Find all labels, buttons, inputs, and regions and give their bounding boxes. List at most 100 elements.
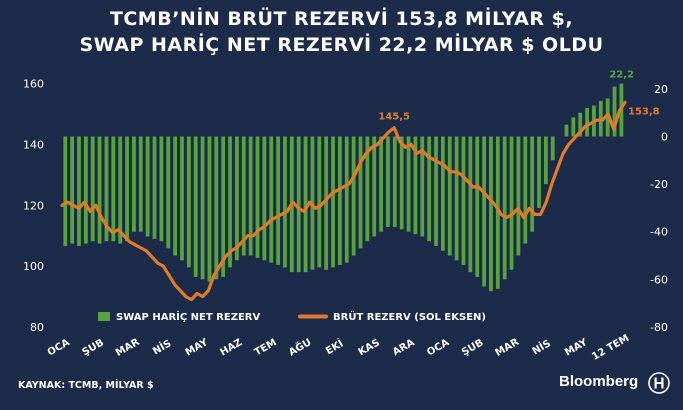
net-reserve-bar <box>454 136 459 261</box>
net-reserve-bar <box>207 136 212 282</box>
peak-gross-reserve-label: 145,5 <box>378 112 410 123</box>
net-reserve-bar <box>482 136 486 287</box>
net-reserve-bar <box>186 136 191 268</box>
right-axis-tick-label: -60 <box>650 273 668 286</box>
net-reserve-bar <box>97 136 102 244</box>
net-reserve-bar <box>303 136 308 273</box>
x-axis-tick-label: KAS <box>357 337 382 358</box>
net-reserve-bar <box>365 136 370 242</box>
net-reserve-bar <box>152 136 157 239</box>
right-axis-tick-label: -20 <box>650 178 668 191</box>
net-reserve-bar <box>344 136 349 263</box>
x-axis-tick-label: 12 TEM <box>590 333 631 363</box>
net-reserve-bar <box>475 136 480 277</box>
x-axis-tick-label: HAZ <box>218 337 244 358</box>
net-reserve-bar <box>118 136 123 244</box>
net-reserve-bar <box>543 136 548 185</box>
x-axis-tick-label: MAR <box>114 337 142 359</box>
net-reserve-bar <box>166 136 171 249</box>
left-axis-tick-label: 160 <box>23 78 44 91</box>
net-reserve-bar <box>262 136 267 261</box>
net-reserve-bar <box>269 136 274 263</box>
net-reserve-bar <box>145 136 150 237</box>
bloomberg-ht-icon <box>648 372 670 394</box>
net-reserve-bar <box>173 136 178 256</box>
legend-label-gross-reserve: BRÜT REZERV (SOL EKSEN) <box>333 309 486 323</box>
x-axis-tick-label: NİS <box>150 336 174 358</box>
x-axis-tick-label: OCA <box>425 337 451 358</box>
net-reserve-bar <box>427 136 432 242</box>
last-net-reserve-label: 22,2 <box>609 70 634 81</box>
net-reserve-bar <box>523 136 528 244</box>
net-reserve-bar <box>235 136 239 261</box>
net-reserve-bar <box>331 136 335 268</box>
x-axis-tick-label: ARA <box>391 337 417 358</box>
net-reserve-bar <box>509 136 514 270</box>
x-axis-tick-label: MAR <box>494 337 522 359</box>
net-reserve-bar <box>180 136 184 261</box>
x-axis-tick-label: AĞU <box>286 335 313 358</box>
net-reserve-bar <box>159 136 164 242</box>
net-reserve-bar <box>413 136 418 235</box>
net-reserve-bar <box>386 136 390 227</box>
net-reserve-bar <box>571 117 576 137</box>
net-reserve-bar <box>420 136 425 237</box>
net-reserve-bar <box>241 136 246 256</box>
net-reserve-bar <box>200 136 205 280</box>
net-reserve-bar <box>255 136 260 258</box>
net-reserve-bar <box>111 136 116 242</box>
x-axis-tick-label: TEM <box>253 337 279 358</box>
net-reserve-bar <box>461 136 466 266</box>
last-gross-reserve-label: 153,8 <box>628 106 660 117</box>
right-axis-tick-label: 20 <box>654 83 668 96</box>
net-reserve-bar <box>193 136 198 277</box>
source-note: KAYNAK: TCMB, MİLYAR $ <box>18 380 154 391</box>
net-reserve-bar <box>468 136 473 273</box>
net-reserve-bar <box>399 136 404 230</box>
net-reserve-bar <box>550 136 555 161</box>
x-axis-tick-label: NİS <box>529 336 553 358</box>
net-reserve-bar <box>77 136 81 246</box>
gross-reserve-line <box>60 100 627 302</box>
net-reserve-bar <box>125 136 129 242</box>
left-axis-tick-label: 140 <box>23 138 44 151</box>
right-axis-tick-label: -40 <box>650 226 668 239</box>
net-reserve-bar <box>564 124 569 137</box>
net-reserve-bar <box>296 136 301 273</box>
left-axis-tick-label: 80 <box>30 321 44 334</box>
net-reserve-bar <box>502 136 507 280</box>
net-reserve-bar <box>530 136 535 232</box>
x-axis-tick-label: MAY <box>563 337 590 359</box>
x-axis-tick-label: MAY <box>184 337 211 359</box>
x-axis-tick-label: EKİ <box>323 336 346 357</box>
bloomberg-logo: Bloomberg <box>559 373 639 390</box>
net-reserve-bar <box>489 136 493 292</box>
net-reserve-bar <box>283 136 287 268</box>
x-axis-tick-label: ŞUB <box>81 337 106 358</box>
net-reserve-bar <box>379 136 383 232</box>
net-reserve-bar <box>578 112 583 137</box>
left-axis-tick-label: 120 <box>23 199 44 212</box>
chart-title-line2: SWAP HARİÇ NET REZERVİ 22,2 MİLYAR $ OLD… <box>79 34 604 56</box>
net-reserve-bar <box>324 136 329 270</box>
net-reserve-bar <box>495 136 500 289</box>
net-reserve-bar <box>317 136 322 268</box>
net-reserve-bar <box>138 136 143 232</box>
net-reserve-bar <box>392 136 397 227</box>
net-reserve-bar <box>372 136 377 237</box>
net-reserve-bar <box>90 136 95 242</box>
net-reserve-bar <box>276 136 280 266</box>
net-reserve-bar <box>132 136 136 232</box>
net-reserve-bar <box>447 136 452 256</box>
chart-title: TCMB’NİN BRÜT REZERVİ 153,8 MİLYAR $, SW… <box>0 6 683 58</box>
net-reserve-bar <box>537 136 541 208</box>
net-reserve-bar <box>104 136 109 242</box>
net-reserve-bar <box>351 136 356 256</box>
net-reserve-bar <box>434 136 438 246</box>
right-axis-tick-label: -80 <box>650 321 668 334</box>
net-reserve-bar <box>83 136 88 244</box>
x-axis-tick-label: OCA <box>46 337 72 358</box>
net-reserve-bar <box>70 136 75 244</box>
x-axis-tick-label: ŞUB <box>460 337 485 358</box>
